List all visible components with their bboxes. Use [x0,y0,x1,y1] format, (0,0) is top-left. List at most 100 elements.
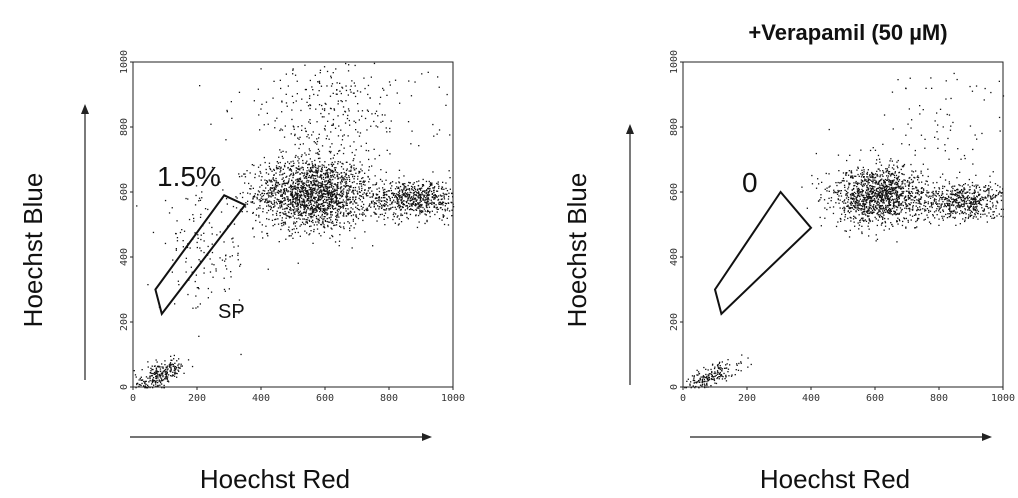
scatter-point [174,373,176,375]
scatter-point [278,200,280,202]
scatter-point [946,198,949,200]
scatter-point [881,222,883,224]
scatter-point [859,219,861,222]
scatter-point [310,191,312,193]
scatter-point [323,189,325,191]
scatter-point [381,180,383,182]
scatter-point [883,182,885,184]
scatter-point [364,117,367,120]
scatter-point [269,200,271,202]
scatter-point [932,182,934,184]
scatter-point [887,175,890,177]
scatter-point [876,208,878,210]
scatter-point [309,107,311,110]
scatter-point [317,197,319,200]
scatter-point [155,377,157,379]
scatter-point [886,192,888,195]
scatter-point [403,194,405,196]
scatter-point [942,187,944,189]
scatter-point [437,181,439,183]
scatter-point [421,184,424,186]
scatter-point [232,241,234,243]
scatter-point [877,193,879,195]
scatter-point [307,195,309,197]
scatter-point [263,124,265,126]
scatter-point [353,175,356,178]
scatter-point [331,194,334,196]
scatter-point [882,171,885,173]
scatter-point [281,129,284,131]
scatter-point [180,365,182,367]
scatter-point [898,179,901,181]
scatter-point [323,188,325,190]
scatter-point [874,182,876,184]
scatter-point [306,136,308,138]
scatter-point [259,207,261,209]
scatter-point [313,205,315,207]
scatter-point [919,203,921,205]
scatter-point [907,221,909,223]
scatter-point [418,221,420,223]
scatter-point [231,255,233,257]
scatter-point [283,188,286,190]
scatter-point [366,209,368,212]
scatter-point [858,175,860,177]
scatter-point [329,180,331,183]
scatter-point [153,380,156,382]
scatter-point [892,180,895,182]
scatter-point [340,183,342,185]
scatter-point [308,153,310,155]
scatter-point [369,203,371,205]
scatter-point [346,193,348,195]
scatter-point [910,195,912,197]
scatter-point [252,196,255,198]
scatter-point [341,100,343,103]
scatter-point [170,370,172,372]
scatter-point [341,139,344,141]
scatter-point [879,207,881,209]
scatter-point [301,125,303,127]
scatter-point [833,192,835,194]
scatter-point [915,213,917,215]
scatter-point [344,181,346,183]
scatter-point [283,213,286,215]
scatter-point [918,214,920,216]
scatter-point [897,183,899,185]
scatter-point [329,237,331,239]
scatter-point [324,185,326,188]
scatter-point [856,186,858,188]
scatter-point [958,196,960,198]
scatter-point [869,174,871,176]
scatter-point [313,228,315,231]
scatter-point [394,188,397,190]
scatter-point [385,208,388,210]
scatter-point [282,191,285,193]
scatter-point [385,203,387,206]
scatter-point [980,213,982,215]
scatter-point [868,196,870,199]
scatter-point [886,195,888,197]
scatter-point [424,213,426,215]
scatter-point [398,223,400,225]
scatter-point [447,202,450,204]
scatter-point [311,188,313,190]
scatter-point [927,203,929,205]
scatter-point [911,192,914,194]
scatter-point [291,109,293,111]
scatter-point [310,203,312,205]
scatter-point [337,172,339,174]
scatter-point [889,187,891,189]
scatter-point [211,166,214,169]
scatter-point [293,223,295,225]
scatter-point [293,126,295,128]
scatter-point [427,202,429,204]
scatter-point [909,197,911,199]
scatter-point [428,199,430,201]
scatter-point [398,196,400,198]
scatter-point [356,202,358,204]
scatter-point [826,190,828,192]
scatter-point [299,235,301,237]
scatter-point [431,193,434,195]
scatter-point [938,208,941,210]
scatter-point [937,193,939,195]
